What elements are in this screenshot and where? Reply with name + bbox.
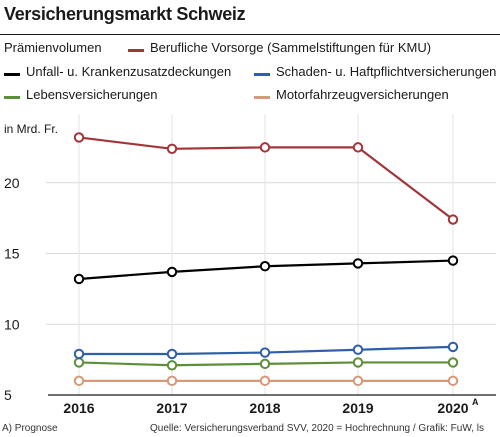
data-point xyxy=(259,375,271,387)
data-point xyxy=(73,273,85,285)
data-point xyxy=(352,344,364,355)
y-tick-label: 10 xyxy=(4,316,20,332)
legend-swatch xyxy=(254,73,270,76)
data-point xyxy=(447,357,459,368)
data-point xyxy=(447,214,459,225)
data-point xyxy=(447,255,459,266)
legend-swatch xyxy=(128,49,144,52)
legend-heading: Prämienvolumen xyxy=(4,40,102,55)
x-tick-label: 2020 xyxy=(437,400,468,416)
legend-label: Schaden- u. Haftpflichtversicherungen xyxy=(276,64,497,79)
data-point xyxy=(73,357,85,368)
data-point xyxy=(73,132,85,143)
legend-swatch xyxy=(4,96,20,99)
data-point xyxy=(166,375,178,387)
data-point xyxy=(352,142,364,153)
data-point xyxy=(352,357,364,368)
y-tick-label: 5 xyxy=(4,387,12,403)
data-point xyxy=(259,261,271,272)
x-tick-label: 2018 xyxy=(249,400,280,416)
x-tick-footnote-marker: A xyxy=(472,397,479,407)
data-point xyxy=(259,142,271,153)
x-tick-label: 2016 xyxy=(63,400,94,416)
data-point xyxy=(73,375,85,387)
footnote: A) Prognose xyxy=(2,423,58,434)
y-tick-label: 15 xyxy=(4,246,20,262)
data-point xyxy=(166,360,178,371)
legend-label: Motorfahrzeugversicherungen xyxy=(276,87,449,102)
x-tick-label: 2017 xyxy=(156,400,187,416)
data-point xyxy=(166,143,178,154)
source-note: Quelle: Versicherungsverband SVV, 2020 =… xyxy=(150,423,484,434)
y-tick-label: 20 xyxy=(4,175,20,191)
x-tick-label: 2019 xyxy=(342,400,373,416)
data-point xyxy=(259,358,271,370)
legend-label: Lebensversicherungen xyxy=(26,87,158,102)
data-point xyxy=(352,258,364,269)
data-point xyxy=(73,348,85,360)
data-point xyxy=(166,266,178,278)
data-point xyxy=(166,348,178,360)
data-point xyxy=(447,341,459,353)
title-divider xyxy=(0,34,500,35)
legend-swatch xyxy=(254,96,270,99)
legend-label: Unfall- u. Krankenzusatzdeckungen xyxy=(26,64,232,79)
data-point xyxy=(259,347,271,358)
legend-label: Berufliche Vorsorge (Sammelstiftungen fü… xyxy=(150,40,432,55)
legend-swatch xyxy=(4,73,20,76)
data-point xyxy=(352,375,364,387)
chart-title: Versicherungsmarkt Schweiz xyxy=(4,4,246,24)
y-axis-unit-label: in Mrd. Fr. xyxy=(4,122,59,136)
data-point xyxy=(447,375,459,387)
